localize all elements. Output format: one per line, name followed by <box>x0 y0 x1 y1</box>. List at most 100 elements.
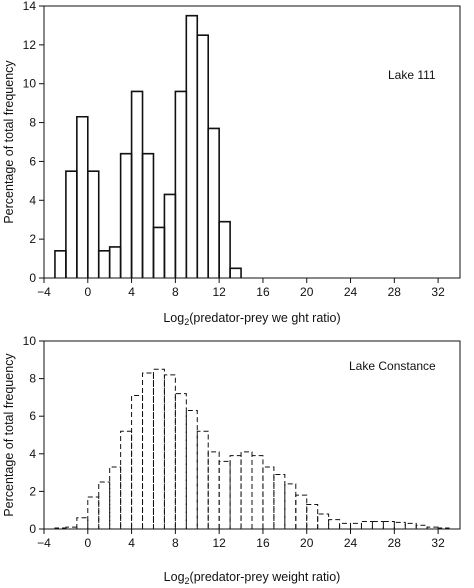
histogram-bin <box>295 494 308 529</box>
x-axis-label: Log2(predator-prey we ght ratio) <box>163 311 340 327</box>
histogram-bin <box>142 372 154 529</box>
x-tick-label: 20 <box>300 285 314 299</box>
histogram-bin <box>404 522 417 529</box>
y-axis-ticks: 0 2 4 6 8 10 12 14 <box>23 0 44 285</box>
x-tick-label: 8 <box>172 536 179 550</box>
histogram-bin <box>426 526 439 529</box>
histogram-bin <box>98 481 111 529</box>
histogram-bin <box>120 430 133 529</box>
y-tick-label: 6 <box>29 409 36 423</box>
histogram-bin <box>218 460 231 529</box>
histogram-bin <box>185 410 198 529</box>
histogram-bin <box>109 466 122 529</box>
histogram-bin <box>108 246 122 278</box>
x-tick-label: 16 <box>256 285 270 299</box>
x-tick-label: 4 <box>128 536 135 550</box>
histogram-bin <box>339 522 352 529</box>
y-tick-label: 0 <box>29 522 36 536</box>
panel-annotation: Lake Constance <box>349 359 436 373</box>
histogram-bin <box>393 521 406 529</box>
y-tick-label: 8 <box>29 372 36 386</box>
histogram-bin <box>328 519 341 529</box>
x-axis-ticks: −4 0 4 8 12 16 20 24 28 32 <box>37 529 445 550</box>
y-tick-label: 0 <box>29 271 36 285</box>
x-tick-label: 28 <box>388 285 402 299</box>
histogram-bin <box>196 34 210 278</box>
histogram-bin <box>251 455 264 529</box>
histogram-bin <box>163 374 176 529</box>
histogram-bin <box>229 267 242 278</box>
y-axis-label: Percentage of total frequency <box>2 60 16 224</box>
histogram-bin <box>207 451 220 529</box>
histogram-bin <box>87 496 100 529</box>
y-tick-label: 10 <box>23 77 37 91</box>
histogram-bin <box>284 483 297 529</box>
y-tick-label: 4 <box>29 447 36 461</box>
y-tick-label: 12 <box>23 38 37 52</box>
x-tick-label: −4 <box>37 285 51 299</box>
x-axis-ticks: −4 0 4 8 12 16 20 24 28 32 <box>37 278 445 299</box>
histogram-bin <box>229 455 242 529</box>
histogram-bars <box>54 368 450 529</box>
histogram-bin <box>306 504 319 529</box>
histogram-bin <box>174 393 187 529</box>
x-tick-label: 4 <box>128 285 135 299</box>
y-axis-ticks: 0 2 4 6 8 10 <box>23 334 44 536</box>
x-axis-label: Log2(predator-prey weight ratio) <box>164 570 341 586</box>
histogram-bin <box>65 526 78 529</box>
histogram-bin <box>97 250 111 278</box>
x-tick-label: 0 <box>84 285 91 299</box>
y-tick-label: 8 <box>29 116 36 130</box>
y-tick-label: 10 <box>23 334 37 348</box>
x-tick-label: 24 <box>344 285 358 299</box>
histogram-bin <box>54 250 67 278</box>
x-tick-label: 16 <box>256 536 270 550</box>
histogram-bin <box>174 90 188 278</box>
x-tick-label: 24 <box>344 536 358 550</box>
histogram-bin <box>86 170 100 278</box>
histogram-bin <box>317 513 330 529</box>
histogram-bin <box>360 520 373 529</box>
x-tick-label: 0 <box>84 536 91 550</box>
histogram-bin <box>382 520 395 529</box>
x-tick-label: 20 <box>300 536 314 550</box>
y-tick-label: 2 <box>29 232 36 246</box>
histogram-bin <box>152 226 166 278</box>
histogram-bin <box>437 527 450 529</box>
histogram-bin <box>119 152 133 278</box>
histogram-bin <box>141 152 155 278</box>
y-tick-label: 14 <box>23 0 37 13</box>
x-tick-label: 12 <box>212 285 226 299</box>
y-tick-label: 6 <box>29 154 36 168</box>
histogram-bin <box>152 368 165 529</box>
histogram-bin <box>163 193 177 278</box>
histogram-bin <box>218 220 231 278</box>
y-axis-label: Percentage of total frequency <box>2 353 16 517</box>
x-tick-label: 8 <box>172 285 179 299</box>
histogram-bars <box>54 14 242 278</box>
histogram-bin <box>130 90 144 278</box>
x-tick-label: −4 <box>37 536 51 550</box>
histogram-bin <box>76 115 89 278</box>
histogram-bin <box>273 473 286 529</box>
y-tick-label: 2 <box>29 484 36 498</box>
plot-frame <box>43 5 461 279</box>
histogram-bin <box>240 451 253 529</box>
y-tick-label: 4 <box>29 193 36 207</box>
panel-annotation: Lake 111 <box>388 68 436 82</box>
histogram-bin <box>131 395 144 529</box>
histogram-bin <box>196 430 209 529</box>
histogram-bin <box>65 170 78 278</box>
x-tick-label: 32 <box>431 536 445 550</box>
histogram-bin <box>207 127 220 278</box>
histogram-bin <box>350 522 362 529</box>
histogram-bin <box>76 517 89 529</box>
x-tick-label: 32 <box>431 285 445 299</box>
x-tick-label: 12 <box>212 536 226 550</box>
histogram-bin <box>415 524 428 529</box>
histogram-bin <box>185 14 199 278</box>
histogram-bin <box>262 466 275 529</box>
